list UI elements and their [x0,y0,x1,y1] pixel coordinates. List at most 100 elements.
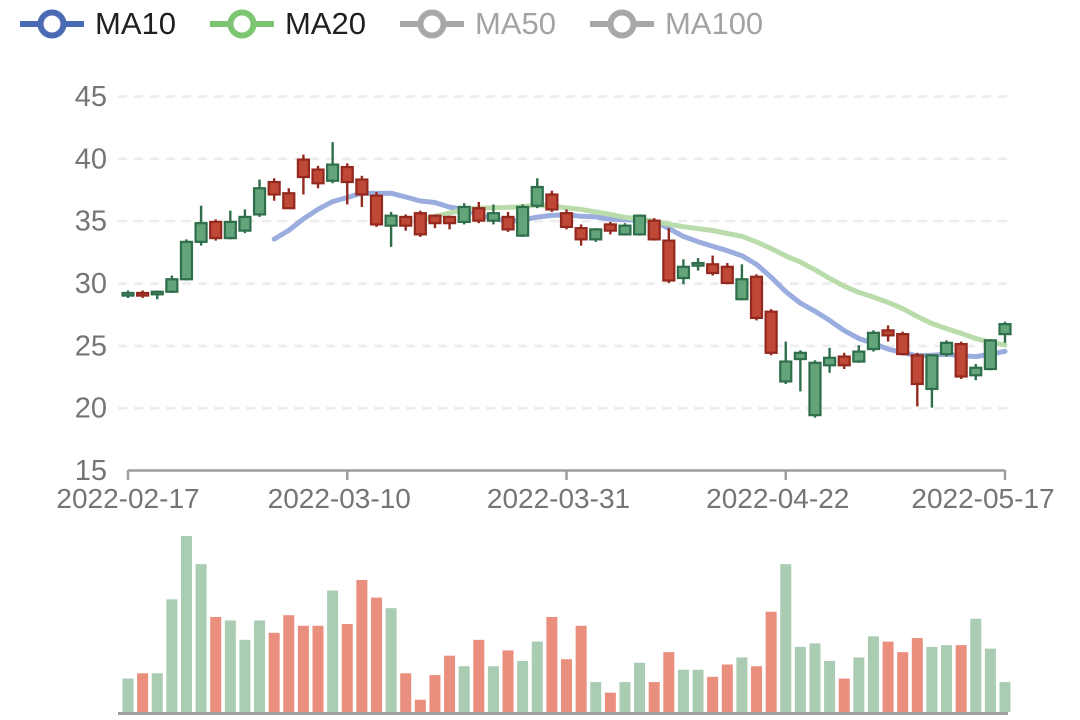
svg-text:35: 35 [75,206,107,238]
candle-body [764,310,778,354]
candle-body [399,215,413,227]
volume-bar [195,564,207,712]
grid-lines [118,95,1008,410]
volume-bar [414,699,426,712]
volume-bar [926,646,938,712]
volume-bar [137,673,149,712]
volume-bar [765,611,777,712]
candle-body [238,215,252,232]
volume-bar [853,657,865,712]
svg-text:20: 20 [75,393,107,425]
candle-body [413,212,427,236]
volume-bar [458,666,470,712]
volume-bar [517,660,529,712]
legend-item-ma10[interactable]: MA10 [20,6,176,42]
volume-bar [268,632,280,712]
candle-body [866,331,881,351]
legend-label-ma10: MA10 [95,6,176,41]
candle-body [720,265,734,285]
volume-bar [634,662,646,712]
ma-legend: MA10 MA20 MA50 MA100 [20,6,763,42]
candles-layer [121,142,1012,418]
candle-body [706,263,720,275]
candle-body [969,366,983,377]
candle-body [735,278,749,301]
volume-bar [619,682,631,712]
volume-bar [867,636,879,712]
volume-bar [999,682,1011,712]
candle-body [603,223,617,232]
volume-bar [180,536,192,712]
candle-body [442,215,457,225]
candle-body [486,212,501,222]
volume-bar [370,597,382,712]
candle-body [267,180,281,196]
volume-bar [487,666,499,712]
candle-body [311,168,325,185]
volume-bar [444,655,456,712]
candle-body [340,165,354,184]
svg-text:15: 15 [75,455,107,487]
svg-text:30: 30 [75,268,107,300]
svg-text:2022-03-31: 2022-03-31 [487,483,630,514]
volume-bar [838,678,850,712]
candle-body [545,193,559,211]
candle-body [369,194,384,226]
candle-body [384,214,398,227]
volume-bar [341,624,353,712]
volume-bar [955,645,967,712]
volume-bar [604,692,616,712]
candle-body [121,291,135,297]
volume-bar [911,638,923,712]
candle-body [326,163,340,182]
candle-body [150,290,164,296]
volume-bar [429,675,441,712]
candle-body [998,323,1012,336]
svg-text:45: 45 [75,81,107,113]
volume-bar [473,639,485,712]
ma50-legend-icon [399,9,464,39]
candle-body [939,341,954,356]
svg-text:25: 25 [75,330,107,362]
candle-body [589,228,603,241]
volume-bar [400,673,412,712]
candle-body [676,265,691,280]
volume-bar [984,648,996,712]
legend-item-ma20[interactable]: MA20 [209,6,366,42]
candle-body [647,219,661,241]
volume-bar [663,652,675,712]
candle-body [530,185,544,207]
ma10-legend-icon [20,9,84,39]
volume-bar [356,580,368,712]
candle-body [194,222,208,243]
candle-body [136,291,150,297]
volume-bar [897,652,909,712]
volume-bar [239,639,251,712]
volume-bar [882,641,894,712]
volume-bar [531,641,543,712]
volume-bar [385,608,397,712]
candle-body [896,333,910,356]
candle-body [837,355,851,367]
volume-bar [707,676,719,712]
candle-body [282,192,296,210]
volume-layer [118,536,1011,715]
volume-bar [794,646,806,712]
volume-bar [166,599,178,712]
legend-item-ma50[interactable]: MA50 [399,6,556,42]
volume-bar [780,564,792,712]
candle-body [881,329,895,337]
volume-bar [122,678,134,712]
candle-body [808,361,822,417]
volume-bar [224,620,236,712]
candle-body [910,354,924,386]
volume-bar [254,620,266,712]
candle-body [779,360,793,383]
volume-bar [502,650,514,712]
candle-body [983,339,997,371]
candle-body [691,261,705,267]
legend-item-ma100[interactable]: MA100 [589,6,763,42]
candle-body [618,224,632,236]
volume-bar [648,682,660,712]
